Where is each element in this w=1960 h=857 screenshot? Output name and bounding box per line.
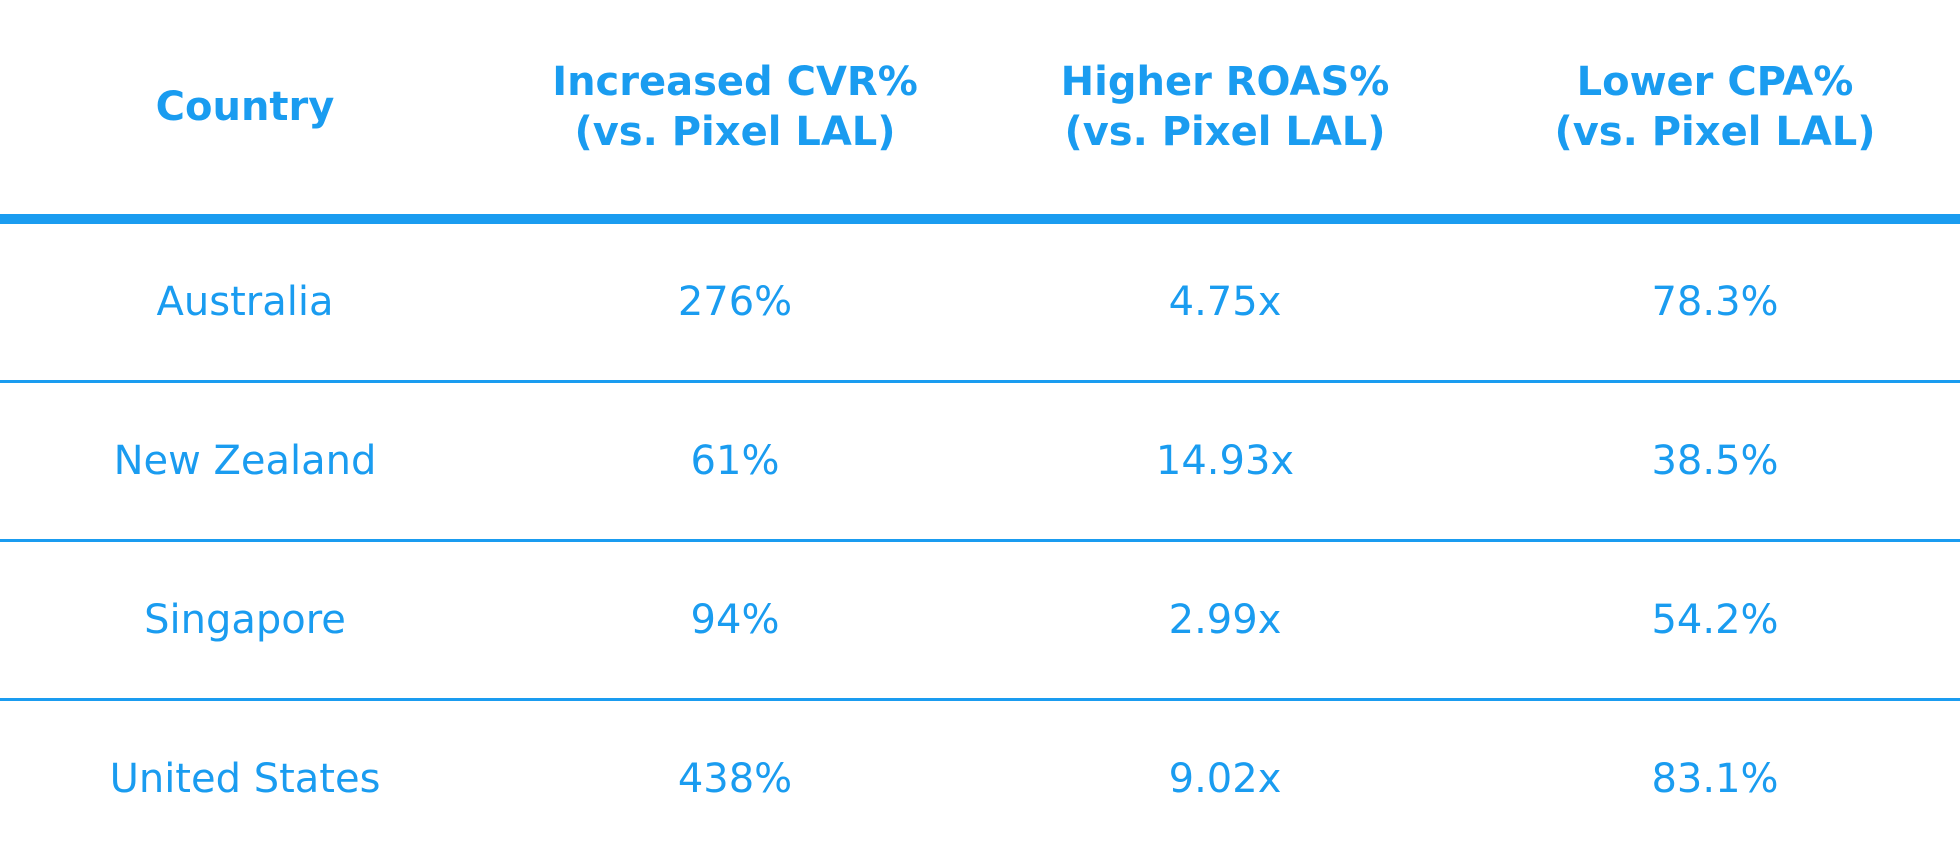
- country-cell: Singapore: [0, 540, 490, 701]
- value-cell: 2.99x: [980, 540, 1470, 701]
- value-cell: 61%: [490, 381, 980, 542]
- value-cell: 94%: [490, 540, 980, 701]
- header-cell: Country: [0, 0, 490, 224]
- value-cell: 54.2%: [1470, 540, 1960, 701]
- value-cell: 276%: [490, 219, 980, 383]
- table-body: Australia 276% 4.75x 78.3% New Zealand 61% 14.…: [0, 219, 1960, 857]
- value-cell: 78.3%: [1470, 219, 1960, 383]
- table-row: Australia 276% 4.75x 78.3%: [0, 219, 1960, 383]
- header-cell: Lower CPA% (vs. Pixel LAL): [1470, 0, 1960, 224]
- header-cell: Higher ROAS% (vs. Pixel LAL): [980, 0, 1470, 224]
- table-row: United States 438% 9.02x 83.1%: [0, 700, 1960, 857]
- country-cell: Australia: [0, 219, 490, 383]
- value-cell: 83.1%: [1651, 756, 1779, 802]
- country-cell: United States: [109, 756, 381, 802]
- value-cell: 9.02x: [1168, 756, 1282, 802]
- table-row: Singapore 94% 2.99x 54.2%: [0, 540, 1960, 701]
- country-cell: New Zealand: [0, 381, 490, 542]
- value-cell: 438%: [677, 756, 793, 802]
- value-cell: 38.5%: [1470, 381, 1960, 542]
- table-row: New Zealand 61% 14.93x 38.5%: [0, 381, 1960, 542]
- header-row: Country Increased CVR% (vs. Pixel LAL) Hig…: [0, 0, 1960, 224]
- header-cell: Increased CVR% (vs. Pixel LAL): [490, 0, 980, 224]
- value-cell: 4.75x: [980, 219, 1470, 383]
- table-header: Country Increased CVR% (vs. Pixel LAL) Hig…: [0, 0, 1960, 224]
- value-cell: 14.93x: [980, 381, 1470, 542]
